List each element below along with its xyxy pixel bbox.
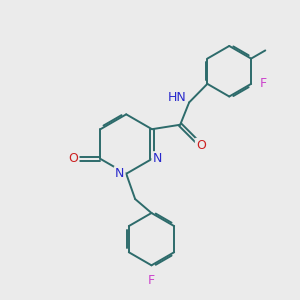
Text: N: N (115, 167, 124, 180)
Text: F: F (148, 274, 155, 286)
Text: O: O (196, 139, 206, 152)
Text: O: O (68, 152, 78, 165)
Text: F: F (260, 77, 267, 90)
Text: N: N (153, 152, 162, 165)
Text: HN: HN (167, 91, 186, 103)
